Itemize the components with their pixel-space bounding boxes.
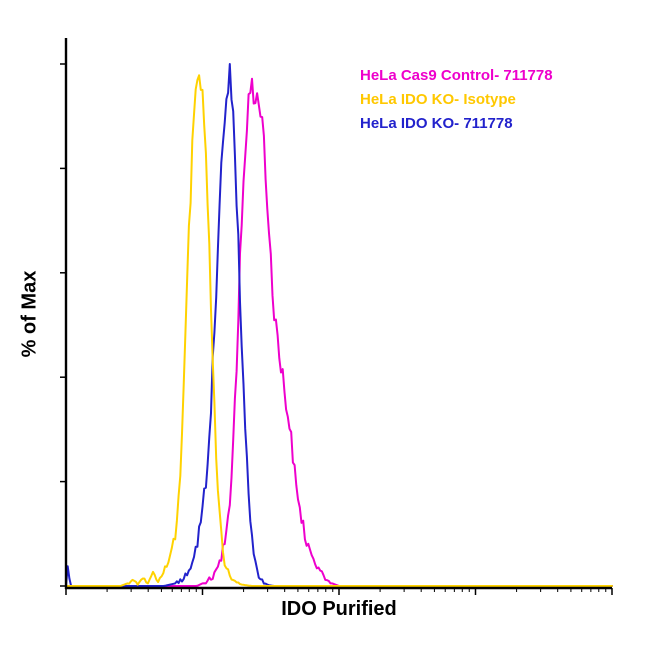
y-axis-label: % of Max bbox=[18, 270, 41, 358]
legend-item-control: HeLa Cas9 Control- 711778 bbox=[360, 67, 553, 84]
legend-item-isotype: HeLa IDO KO- Isotype bbox=[360, 91, 516, 108]
legend: HeLa Cas9 Control- 711778 HeLa IDO KO- I… bbox=[360, 64, 553, 136]
x-axis-label: IDO Purified bbox=[281, 598, 397, 620]
legend-item-ko: HeLa IDO KO- 711778 bbox=[360, 115, 513, 132]
